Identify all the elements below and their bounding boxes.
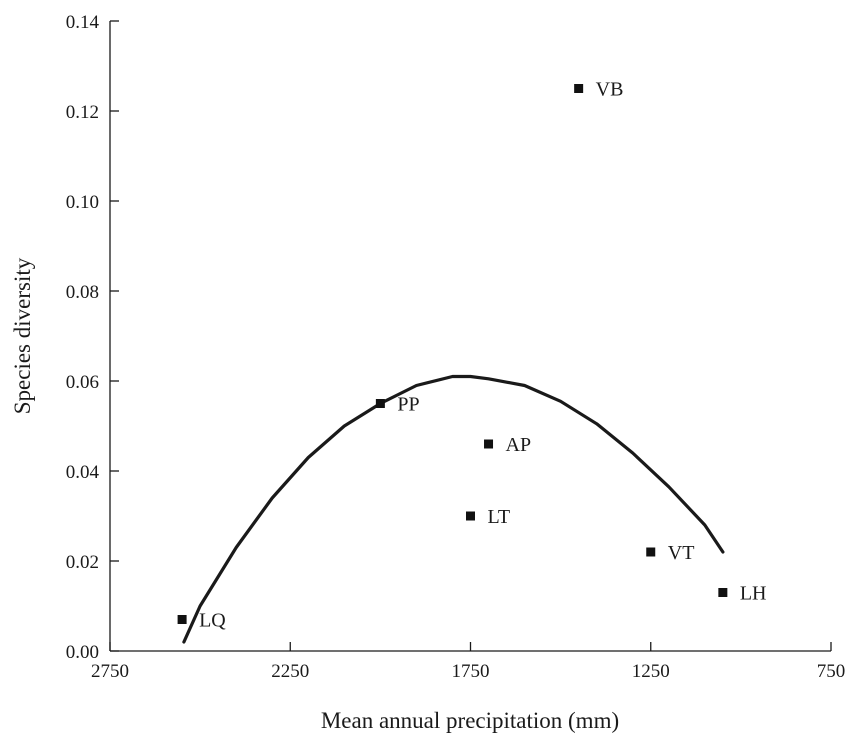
point-label-vt: VT <box>668 542 695 564</box>
point-label-vb: VB <box>596 79 624 101</box>
point-ap <box>484 439 494 449</box>
point-label-ap: AP <box>506 434 532 456</box>
x-tick-label: 1250 <box>632 661 670 682</box>
point-lh <box>718 588 728 597</box>
y-tick-label: 0.14 <box>66 12 100 33</box>
point-vt <box>646 547 656 557</box>
y-tick-label: 0.10 <box>66 192 99 213</box>
point-label-lt: LT <box>488 506 511 528</box>
point-lq <box>177 615 187 624</box>
y-tick-label: 0.08 <box>66 282 99 303</box>
y-axis-title: Species diversity <box>10 257 35 414</box>
fit-curve <box>182 374 725 644</box>
point-label-lh: LH <box>740 583 767 605</box>
x-tick-label: 2750 <box>91 661 129 682</box>
x-ticks: 2750 2250 1750 1250 750 <box>91 642 845 682</box>
y-tick-label: 0.12 <box>66 102 99 123</box>
y-ticks: 0.00 0.02 0.04 0.06 0.08 0.10 0.12 0.14 <box>66 12 119 663</box>
point-vb <box>574 84 584 93</box>
point-pp <box>375 399 385 408</box>
point-lt <box>466 511 475 521</box>
x-tick-label: 750 <box>817 661 846 682</box>
y-tick-label: 0.04 <box>66 462 100 483</box>
x-axis-title: Mean annual precipitation (mm) <box>321 708 619 733</box>
y-tick-label: 0.00 <box>66 642 99 663</box>
data-points: LQ PP AP LT VB VT LH <box>177 79 767 632</box>
x-tick-label: 1750 <box>452 661 490 682</box>
point-label-lq: LQ <box>199 610 226 632</box>
x-tick-label: 2250 <box>271 661 309 682</box>
y-tick-label: 0.06 <box>66 372 99 393</box>
y-tick-label: 0.02 <box>66 552 99 573</box>
axes <box>109 21 831 652</box>
point-label-pp: PP <box>397 394 419 416</box>
